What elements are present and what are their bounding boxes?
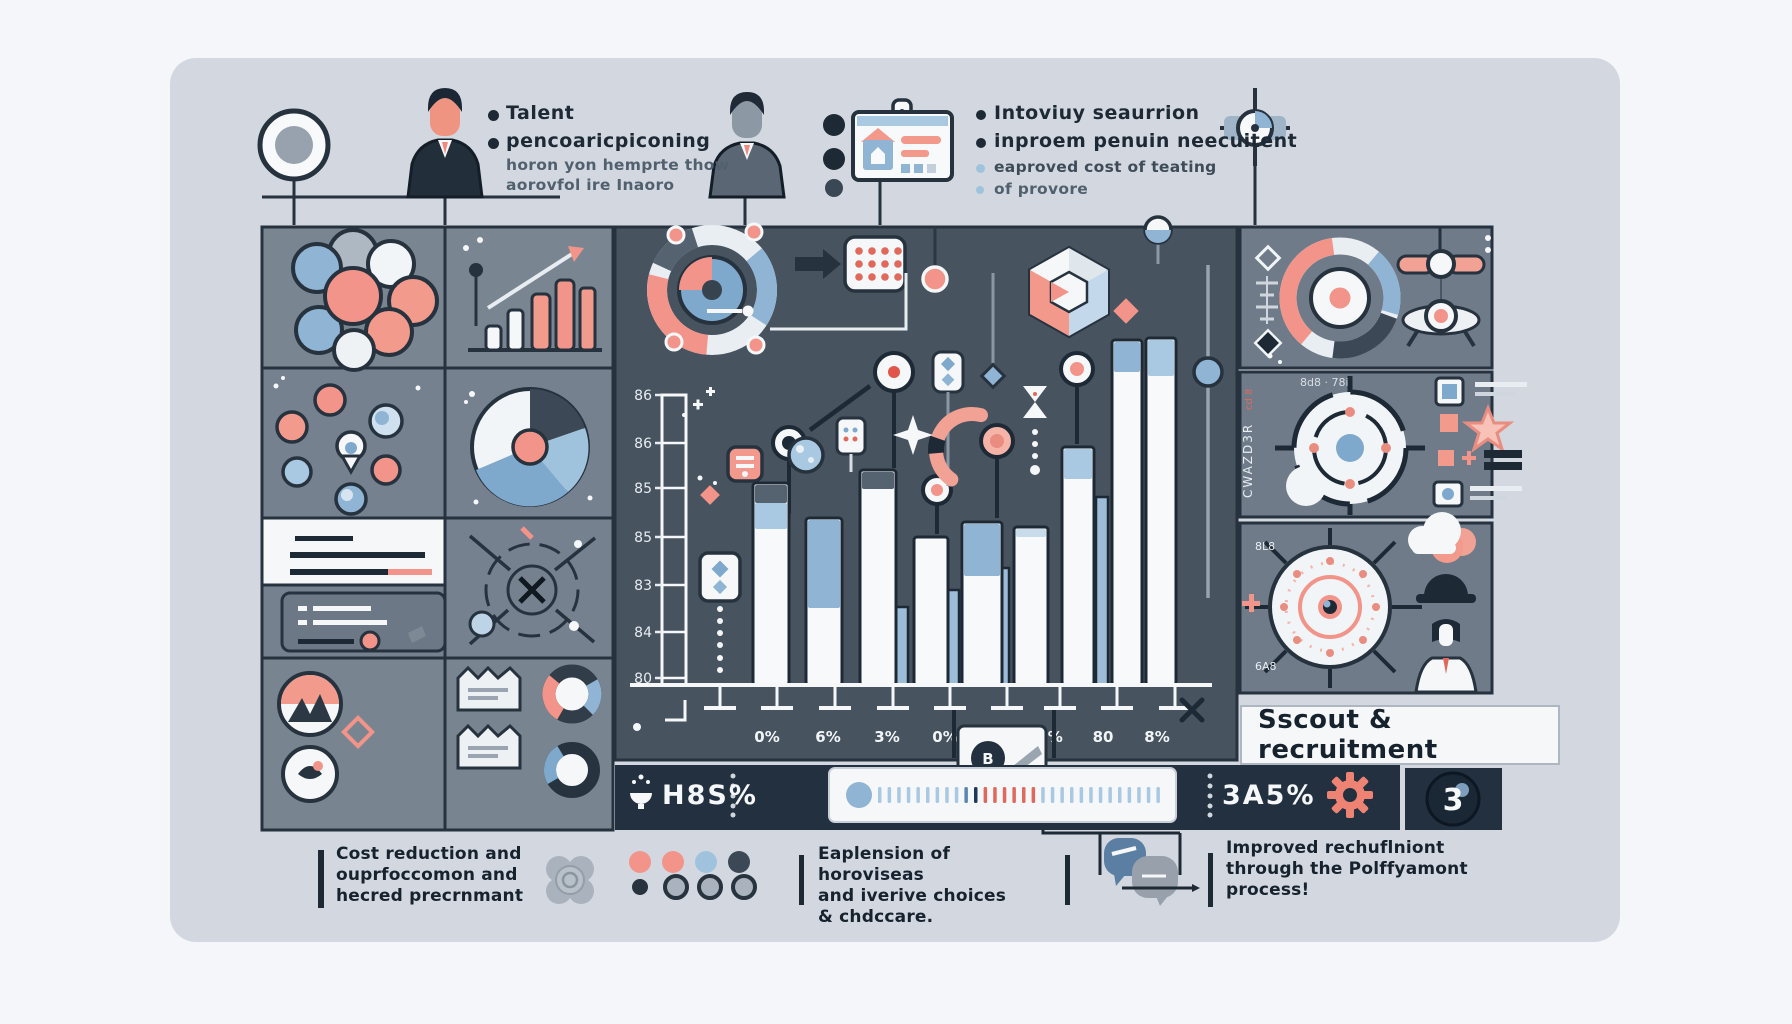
illustration-layer: cd 8 CWAZD3R 8d8 · 78i [257, 88, 1527, 908]
cup-icon [630, 774, 652, 809]
bullet-icon [976, 164, 985, 173]
bullet-icon [976, 186, 984, 194]
gauge-tile [1253, 227, 1491, 364]
lollipop-markers [771, 351, 1095, 534]
svg-text:3%: 3% [874, 728, 899, 746]
header-right-line2: inproem penuin neecuitent [994, 130, 1298, 152]
document-card-icon [260, 516, 447, 653]
strip-divider-dots [730, 773, 1213, 818]
svg-text:0%: 0% [932, 728, 957, 746]
compass-crosshair-icon [1220, 88, 1290, 166]
panel-connectors [707, 215, 1224, 598]
target-circle-icon [257, 108, 331, 182]
logo-glyph: 3 [1443, 783, 1464, 818]
id-card-icon [851, 98, 954, 182]
scout-label-text: Sscout & recruitment [1258, 705, 1438, 765]
hourglass-icon [1023, 386, 1047, 418]
progress-bar[interactable] [828, 767, 1177, 823]
header-right-line3: eaproved cost of teating [994, 158, 1217, 176]
header-right-line4: of provore [994, 180, 1089, 198]
slider-knob[interactable] [1192, 356, 1224, 388]
header-left-line1: Talent [506, 102, 575, 124]
legend-dot-grid [629, 851, 757, 900]
gear-icon[interactable] [1327, 772, 1373, 818]
sparkle-icon [893, 415, 933, 455]
businessman-icon [406, 88, 484, 199]
svg-text:84: 84 [634, 625, 652, 641]
pie-chart-icon [464, 387, 593, 507]
svg-text:86: 86 [634, 388, 652, 404]
header-left-line4: aorovfol ire Inaoro [506, 176, 675, 194]
dice-icon [843, 235, 907, 293]
svg-text:0%: 0% [754, 728, 779, 746]
tile-marks-text: 8d8 · 78i [1300, 376, 1349, 389]
svg-text:8%: 8% [1144, 728, 1169, 746]
caption-expansion: Eaplension of horoviseas and iverive cho… [818, 844, 1007, 928]
sunburst-tile: 8L8 6A8 [1242, 512, 1478, 694]
header-left-line2: pencoaricpiconing [506, 130, 711, 152]
arrow-right-icon [795, 249, 841, 279]
axis-x-mark [1179, 697, 1205, 723]
infographic-card: cd 8 CWAZD3R 8d8 · 78i [170, 58, 1620, 942]
svg-text:86: 86 [634, 436, 652, 452]
chat-bubbles-icon [1098, 831, 1200, 906]
star-icon [1461, 403, 1515, 453]
hexagon-cube-icon [1028, 245, 1110, 339]
network-compass-icon [468, 526, 597, 646]
bullet-icon [488, 138, 499, 149]
mini-bar-chart-icon [463, 237, 602, 352]
bullet-icon [488, 110, 499, 121]
svg-text:83: 83 [634, 578, 652, 594]
donut-gauge-icon [647, 222, 777, 355]
clover-icon [546, 856, 594, 904]
stat-left: H8S% [662, 780, 758, 811]
caption-divider-bars [318, 850, 1213, 908]
tile-side-text: CWAZD3R [1241, 423, 1255, 498]
tile-side-red-text: cd 8 [1244, 389, 1255, 410]
tile-label-top: 8L8 [1255, 540, 1275, 553]
tile-label-bottom: 6A8 [1255, 660, 1277, 673]
header-left-line3: horon yon hemprte thow [506, 156, 730, 174]
businessman-silhouette-icon [708, 92, 786, 199]
target-rings-tile: cd 8 CWAZD3R 8d8 · 78i [1241, 376, 1527, 515]
svg-text:80: 80 [1093, 728, 1114, 746]
stat-right: 3A5% [1222, 780, 1316, 811]
svg-text:6%: 6% [815, 728, 840, 746]
bullet-dots-column [823, 114, 845, 197]
panel-widgets [682, 350, 1047, 673]
dot-cluster-icon [273, 376, 421, 516]
bullet-icon [976, 138, 986, 148]
svg-text:85: 85 [634, 530, 652, 546]
badge-icons [277, 671, 375, 803]
ribbon-donut-icons [456, 664, 602, 799]
y-axis-ruler [633, 393, 688, 731]
annotation-glyph: B [982, 750, 993, 768]
progress-ticks [878, 787, 1160, 803]
caption-improved: Improved rechuflniont through the Polffy… [1226, 838, 1468, 901]
cluster-bubbles-icon [291, 228, 439, 372]
caption-cost-reduction: Cost reduction and ouprfoccomon and hecr… [336, 844, 524, 907]
scout-recruitment-label: Sscout & recruitment [1240, 705, 1560, 765]
svg-text:85: 85 [634, 481, 652, 497]
logo-circle-icon: 3 [1425, 771, 1481, 827]
header-right-line1: Intoviuy seaurrion [994, 102, 1200, 124]
bar-series-main [751, 336, 1178, 687]
bullet-icon [976, 110, 986, 120]
x-axis-ticks [704, 685, 1191, 710]
